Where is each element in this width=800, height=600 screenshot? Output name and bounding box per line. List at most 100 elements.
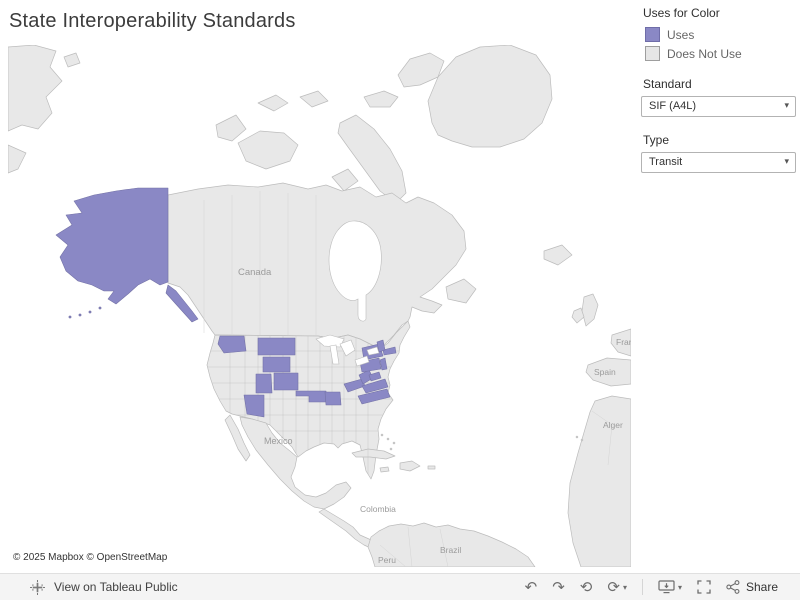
landmasses xyxy=(8,45,631,567)
map-canvas[interactable]: Canada Mexico Colombia Brazil Peru Spain… xyxy=(8,45,631,567)
lake-huron xyxy=(339,339,356,357)
legend-label: Uses xyxy=(667,27,695,42)
legend-item-uses[interactable]: Uses xyxy=(645,27,796,42)
label-canada: Canada xyxy=(238,267,272,278)
view-on-tableau-public-link[interactable]: View on Tableau Public xyxy=(30,579,178,595)
state-mark-massachusetts xyxy=(382,346,397,356)
share-button[interactable]: Share xyxy=(726,580,778,594)
land-mexico xyxy=(239,416,352,510)
land-jamaica xyxy=(379,466,390,473)
share-button-label: Share xyxy=(745,580,778,594)
state-mark-aleutian-1 xyxy=(98,306,102,310)
state-mark-aleutian-3 xyxy=(78,313,82,317)
lake-ontario xyxy=(366,346,380,356)
land-south-america xyxy=(367,522,536,567)
state-mark-washington xyxy=(217,335,247,354)
state-mark-new-jersey xyxy=(379,357,388,371)
province-borders xyxy=(203,191,613,567)
land-russia-island xyxy=(63,52,81,68)
redo-button[interactable]: ↷ xyxy=(552,577,565,596)
land-africa xyxy=(567,395,631,567)
land-britain xyxy=(581,293,599,327)
land-victoria xyxy=(237,130,299,170)
state-mark-virginia xyxy=(361,378,389,394)
state-mark-arizona xyxy=(243,394,265,418)
land-puertorico xyxy=(427,465,436,470)
land-spain xyxy=(585,357,631,387)
chevron-down-icon: ▾ xyxy=(622,582,627,592)
label-spain: Spain xyxy=(594,367,616,377)
type-dropdown[interactable]: Transit ▾ xyxy=(641,152,796,173)
legend-item-does-not-use[interactable]: Does Not Use xyxy=(645,46,796,61)
share-icon xyxy=(726,580,740,594)
state-mark-vermont xyxy=(376,339,386,353)
uses-swatch-icon[interactable] xyxy=(645,27,660,42)
state-mark-colorado xyxy=(273,372,299,391)
hudson-bay xyxy=(328,220,382,322)
land-canary-1 xyxy=(575,435,579,439)
revert-button[interactable]: ⟲ xyxy=(579,577,593,596)
page-title: State Interoperability Standards xyxy=(9,10,296,32)
tableau-logo-icon xyxy=(30,579,45,595)
land-canada xyxy=(167,182,467,350)
land-devon xyxy=(363,90,399,108)
download-icon xyxy=(658,580,675,594)
land-baffin xyxy=(337,114,407,204)
state-mark-montana xyxy=(257,337,296,356)
does-not-use-swatch-icon[interactable] xyxy=(645,46,660,61)
state-mark-alaska-panhandle xyxy=(165,284,199,323)
label-peru: Peru xyxy=(378,555,396,565)
land-canary-2 xyxy=(580,438,584,442)
state-mark-oklahoma xyxy=(295,390,328,403)
water-bodies xyxy=(315,220,382,367)
map[interactable]: Canada Mexico Colombia Brazil Peru Spain… xyxy=(8,45,631,567)
tableau-toolbar: View on Tableau Public ↶ ↷ ⟲ ⟳ ▾ ▾ xyxy=(0,573,800,600)
land-cuba xyxy=(351,448,396,460)
map-attribution[interactable]: © 2025 Mapbox © OpenStreetMap xyxy=(8,551,173,564)
land-bahamas-4 xyxy=(389,447,393,451)
download-button[interactable]: ▾ xyxy=(658,580,682,594)
filters-panel: Uses for Color Uses Does Not Use Standar… xyxy=(641,0,796,173)
state-mark-aleutian-4 xyxy=(68,315,72,319)
legend-label: Does Not Use xyxy=(667,46,742,61)
land-parry2 xyxy=(299,90,329,108)
state-mark-utah xyxy=(255,373,273,394)
land-ellesmere xyxy=(397,52,445,88)
label-france: Fran xyxy=(616,337,631,347)
view-on-tableau-public-label: View on Tableau Public xyxy=(54,580,178,594)
refresh-icon: ⟳ xyxy=(607,577,620,596)
fullscreen-icon xyxy=(697,580,711,594)
fullscreen-button[interactable] xyxy=(697,580,711,594)
state-mark-north-carolina xyxy=(357,388,391,405)
chevron-down-icon: ▾ xyxy=(784,156,789,166)
map-labels: Canada Mexico Colombia Brazil Peru Spain… xyxy=(238,267,631,565)
land-hispaniola xyxy=(399,460,421,472)
undo-button[interactable]: ↶ xyxy=(524,577,538,596)
legend-title: Uses for Color xyxy=(643,6,720,20)
state-mark-alaska xyxy=(55,187,169,305)
standard-dropdown[interactable]: SIF (A4L) ▾ xyxy=(641,96,796,117)
land-bahamas-3 xyxy=(392,441,396,445)
refresh-button[interactable]: ⟳ ▾ xyxy=(607,577,627,596)
type-filter-label: Type xyxy=(643,133,670,147)
land-france xyxy=(610,328,631,357)
state-mark-wyoming xyxy=(262,356,291,373)
uses-state-marks[interactable] xyxy=(55,187,397,418)
label-colombia: Colombia xyxy=(360,504,396,514)
land-iceland xyxy=(543,244,573,266)
standard-dropdown-value: SIF (A4L) xyxy=(649,100,697,112)
land-southampton xyxy=(331,168,359,192)
state-mark-aleutian-2 xyxy=(88,310,92,314)
toolbar-actions: ↶ ↷ ⟲ ⟳ ▾ ▾ xyxy=(525,579,778,595)
type-dropdown-value: Transit xyxy=(649,156,683,168)
state-mark-maryland xyxy=(368,371,382,382)
label-mexico: Mexico xyxy=(264,436,293,446)
toolbar-divider xyxy=(641,579,643,595)
standard-filter-label: Standard xyxy=(643,77,692,91)
label-brazil: Brazil xyxy=(440,545,461,555)
land-bahamas-2 xyxy=(386,437,390,441)
land-parry1 xyxy=(257,94,289,112)
lake-erie xyxy=(354,355,370,367)
land-banks xyxy=(215,114,247,142)
